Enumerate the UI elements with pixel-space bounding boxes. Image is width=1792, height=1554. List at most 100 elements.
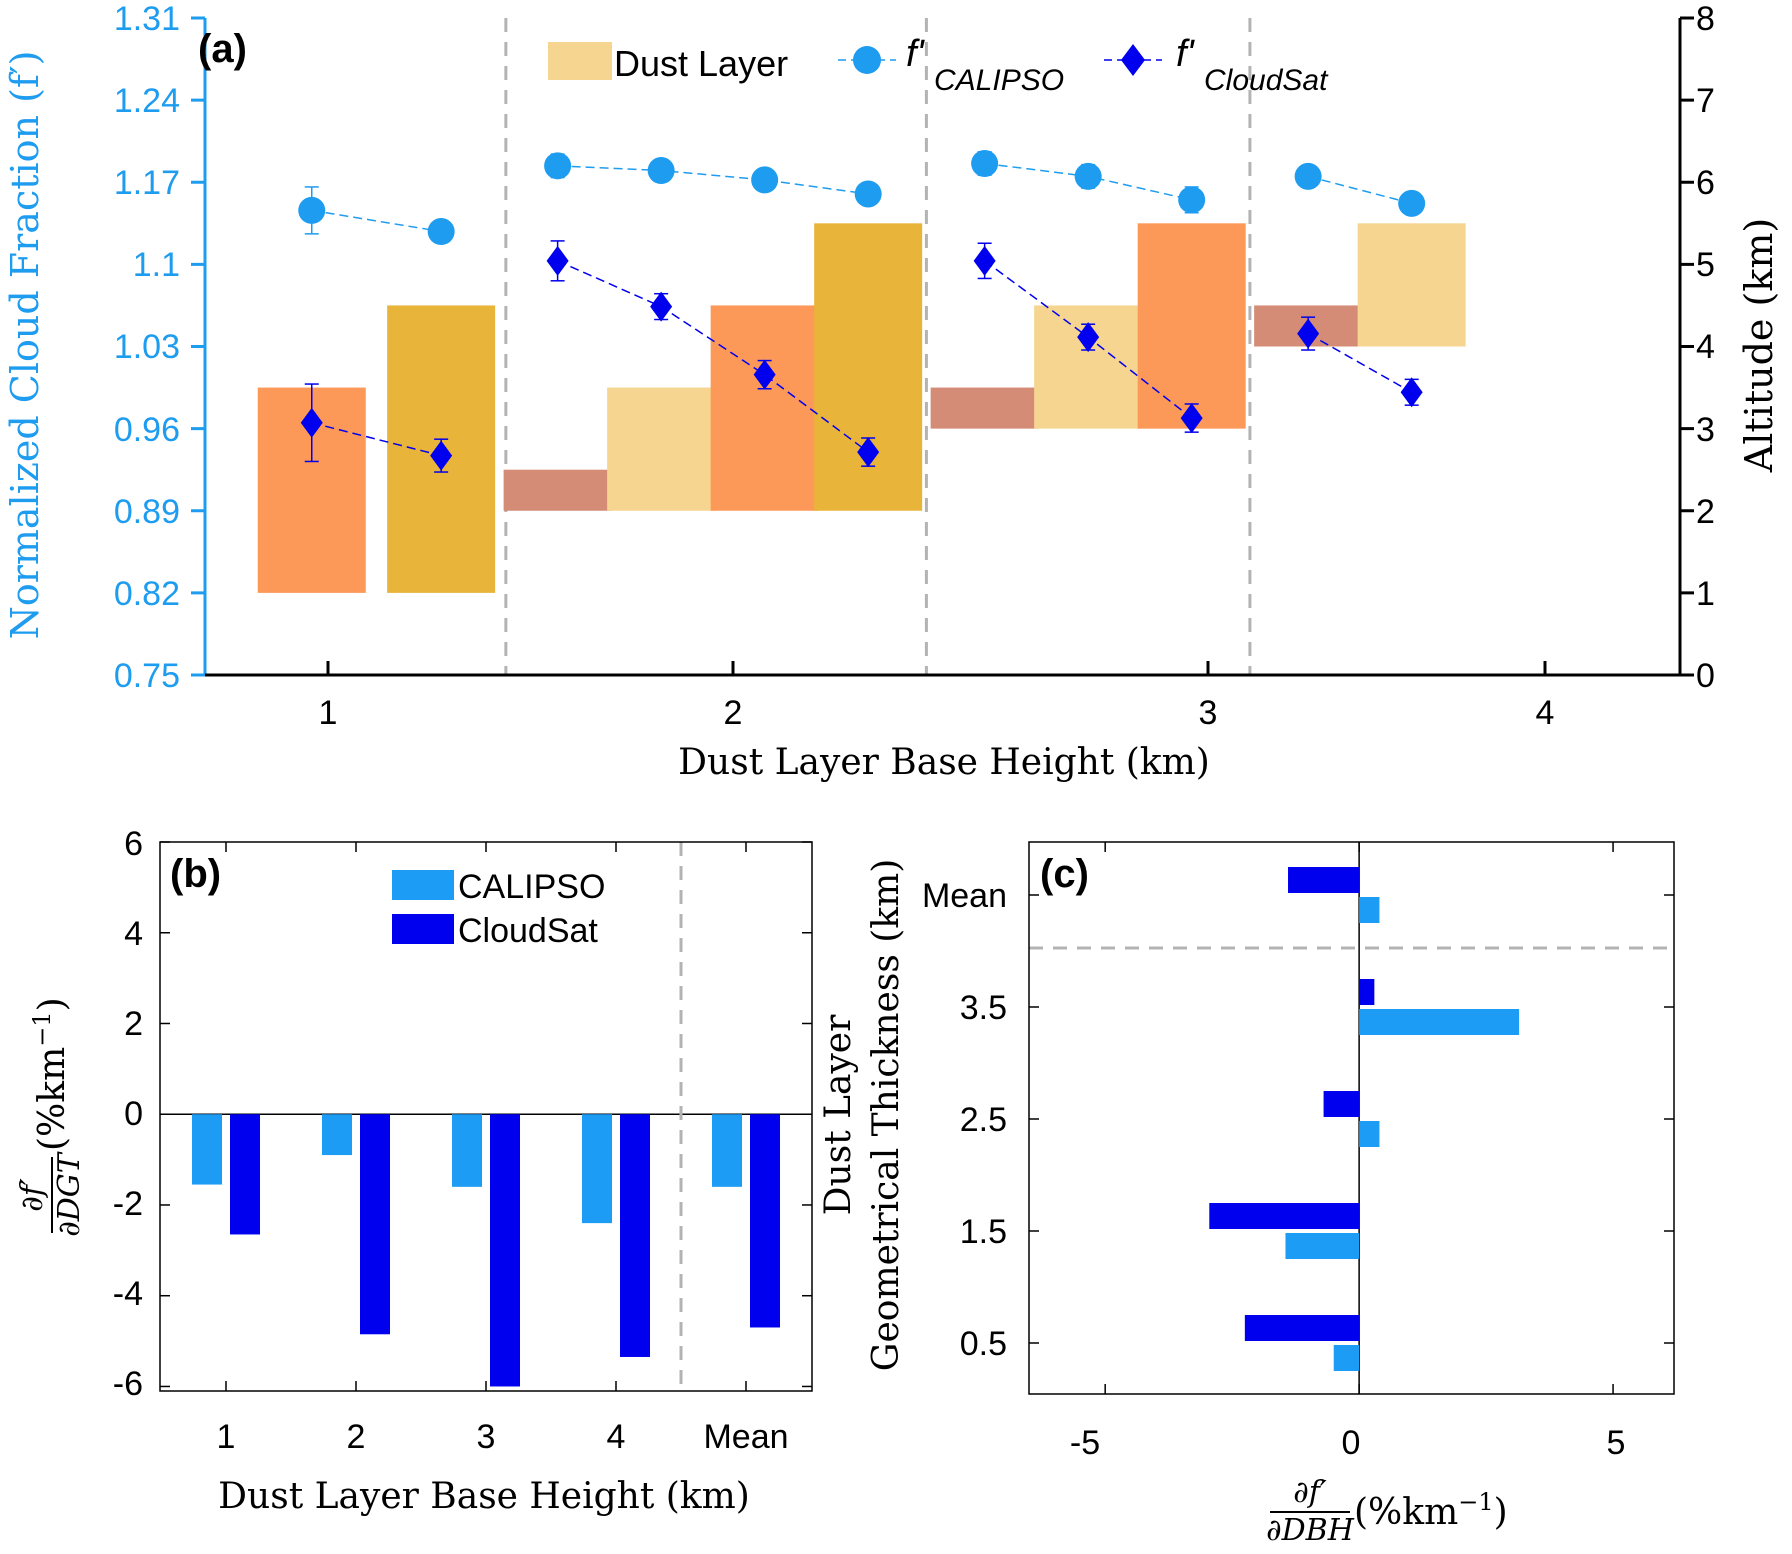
calipso-bar [712,1114,742,1187]
c-y-tick-label: 3.5 [960,989,1007,1027]
cloudsat-bar [1323,1091,1360,1117]
legend-calipso-prefix: f' [906,33,926,75]
b-x-tick-label: 3 [477,1418,496,1456]
a-x-tick-label: 3 [1199,694,1218,732]
cloudsat-point [1180,403,1203,434]
b-y-tick-label: 6 [124,825,143,863]
c-x-axis-title-den: ∂DBH [1266,1513,1355,1548]
c-x-axis-title-num: ∂f′ [1293,1475,1327,1510]
a-x-tick-label: 4 [1536,694,1555,732]
dust-layer-bar [930,387,1039,429]
cloudsat-point [1077,322,1100,353]
calipso-series-line [1307,175,1412,205]
calipso-point [1178,186,1206,214]
cloudsat-point [1400,377,1423,408]
cloudsat-point [857,437,880,468]
calipso-point [298,196,326,224]
cloudsat-point [973,245,996,276]
panel-a-legend: Dust Layer f' CALIPSO f' CloudSat [548,33,1329,97]
b-x-tick-label: 4 [607,1418,626,1456]
b-y-tick-label: 4 [124,915,143,953]
calipso-bar [452,1114,482,1187]
panel-b-marks [160,842,812,1391]
legend-b-cloudsat-swatch [392,914,454,944]
calipso-point [544,152,572,180]
cloudsat-point [650,291,673,322]
c-y-tick-label: 2.5 [960,1101,1007,1139]
legend-dust-label: Dust Layer [614,43,788,84]
b-x-tick-label: Mean [703,1418,788,1456]
legend-b-calipso-label: CALIPSO [458,868,605,906]
a-right-tick-label: 7 [1696,82,1715,120]
legend-calipso-marker [853,46,881,74]
a-left-tick-label: 1.24 [114,82,180,120]
calipso-bar [192,1114,222,1185]
a-left-tick-label: 1.17 [114,164,180,202]
b-y-axis-title-unit: (%km−1) [28,997,73,1151]
c-x-axis-title: ∂f′ ∂DBH (%km−1) [1266,1475,1508,1548]
legend-calipso-sub: CALIPSO [934,64,1064,97]
calipso-bar [1285,1233,1360,1259]
legend-dust-swatch [548,42,612,80]
c-x-axis-title-unit: (%km−1) [1354,1488,1508,1533]
cloudsat-point [546,245,569,276]
cloudsat-point [753,359,776,390]
calipso-point [751,166,779,194]
panel-a-ticks [191,16,1694,677]
a-right-axis-title: Altitude (km) [1737,218,1781,473]
a-right-tick-label: 5 [1696,246,1715,284]
b-x-tick-label: 1 [217,1418,236,1456]
cloudsat-point [430,440,453,471]
cloudsat-point [300,407,323,438]
dust-layer-bar [503,469,612,511]
b-x-axis-title: Dust Layer Base Height (km) [218,1476,750,1517]
cloudsat-point [1297,318,1320,349]
panel-c-frame [1028,841,1675,1395]
panel-c: Mean 3.5 2.5 1.5 0.5 -5 0 5 Dust Layer G… [818,841,1675,1548]
calipso-bar [1359,1121,1380,1147]
b-y-tick-label: -4 [113,1275,143,1313]
panel-c-marks [1029,842,1674,1394]
c-x-tick-label: -5 [1070,1424,1100,1462]
panel-b-ticks [160,841,812,1391]
a-right-tick-label: 0 [1696,657,1715,695]
a-right-tick-label: 1 [1696,575,1715,613]
cloudsat-series-line [1307,332,1413,393]
cloudsat-bar [620,1114,650,1357]
legend-cloudsat-marker [1121,44,1145,76]
dust-layer-bar [1137,223,1246,429]
cloudsat-bar [360,1114,390,1335]
c-y-axis-title-line2: Geometrical Thickness (km) [866,859,907,1372]
panel-c-label: (c) [1040,852,1089,896]
legend-b-calipso-swatch [392,870,454,900]
b-y-tick-label: -2 [113,1185,143,1223]
b-x-tick-label: 2 [347,1418,366,1456]
cloudsat-bar [230,1114,260,1235]
calipso-bar [322,1114,352,1156]
a-x-tick-label: 2 [724,694,743,732]
a-left-tick-label: 1.31 [114,0,180,38]
c-x-tick-label: 5 [1607,1424,1626,1462]
panel-a: 0.75 0.82 0.89 0.96 1.03 1.1 1.17 1.24 1… [3,0,1781,783]
calipso-point [971,149,999,177]
a-left-tick-label: 0.96 [114,411,180,449]
b-y-tick-label: 0 [124,1095,143,1133]
b-y-axis-title-den: ∂DGT [52,1151,87,1237]
calipso-point [854,180,882,208]
dust-layer-bar [814,223,923,511]
b-y-tick-label: 2 [124,1005,143,1043]
c-y-tick-label: Mean [922,877,1007,915]
a-left-tick-label: 0.82 [114,575,180,613]
c-y-tick-label: 1.5 [960,1213,1007,1251]
a-right-tick-label: 8 [1696,0,1715,38]
panel-b-label: (b) [170,852,221,896]
panel-c-ticks [1029,842,1674,1394]
cloudsat-bar [750,1114,780,1328]
calipso-point [1398,189,1426,217]
calipso-bar [582,1114,612,1224]
a-left-tick-label: 0.75 [114,657,180,695]
cloudsat-bar [1209,1203,1360,1229]
panel-b-legend: CALIPSO CloudSat [392,868,605,950]
calipso-point [1294,162,1322,190]
